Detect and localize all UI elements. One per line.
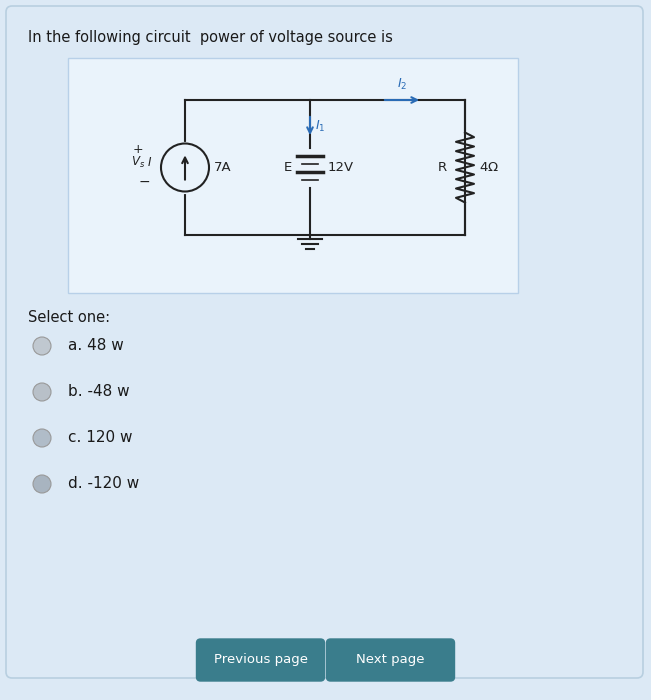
Text: 12V: 12V bbox=[328, 161, 354, 174]
Circle shape bbox=[33, 383, 51, 401]
Text: Select one:: Select one: bbox=[28, 310, 110, 325]
Text: Next page: Next page bbox=[356, 654, 424, 666]
Text: 7A: 7A bbox=[214, 161, 232, 174]
Text: $I_2$: $I_2$ bbox=[397, 76, 407, 92]
Text: −: − bbox=[139, 174, 150, 188]
Text: +: + bbox=[133, 143, 144, 156]
FancyBboxPatch shape bbox=[327, 639, 454, 681]
Text: I: I bbox=[148, 156, 152, 169]
Text: E: E bbox=[284, 161, 292, 174]
FancyBboxPatch shape bbox=[6, 6, 643, 678]
Text: b. -48 w: b. -48 w bbox=[68, 384, 130, 400]
FancyBboxPatch shape bbox=[197, 639, 324, 681]
Circle shape bbox=[33, 475, 51, 493]
Circle shape bbox=[33, 429, 51, 447]
Text: a. 48 w: a. 48 w bbox=[68, 339, 124, 354]
Text: d. -120 w: d. -120 w bbox=[68, 477, 139, 491]
Text: $V_s$: $V_s$ bbox=[131, 155, 145, 170]
Circle shape bbox=[33, 337, 51, 355]
Text: Previous page: Previous page bbox=[214, 654, 307, 666]
FancyBboxPatch shape bbox=[68, 58, 518, 293]
Text: 4$\Omega$: 4$\Omega$ bbox=[479, 161, 499, 174]
Text: R: R bbox=[438, 161, 447, 174]
Text: $I_1$: $I_1$ bbox=[315, 118, 326, 134]
Text: In the following circuit  power of voltage source is: In the following circuit power of voltag… bbox=[28, 30, 393, 45]
Text: c. 120 w: c. 120 w bbox=[68, 430, 133, 445]
